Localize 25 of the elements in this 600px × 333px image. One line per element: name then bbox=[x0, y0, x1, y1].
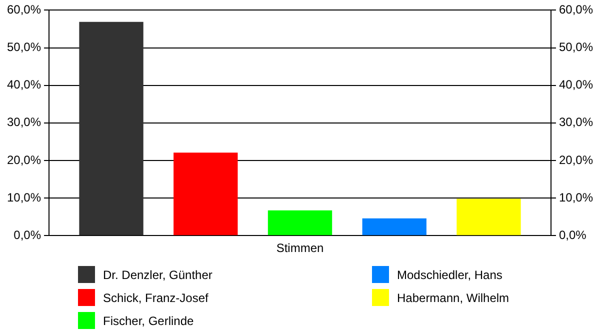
text: 40,0% bbox=[558, 78, 594, 92]
text: 0,0% bbox=[558, 228, 586, 242]
y-tick-label: 60,0% bbox=[6, 2, 42, 17]
legend-label: Schick, Franz-Josef bbox=[103, 290, 208, 304]
text: 60,0% bbox=[558, 2, 594, 17]
y-tick-label: 20,0% bbox=[6, 152, 42, 167]
bar bbox=[362, 218, 426, 236]
y-tick-label: 30,0% bbox=[6, 115, 42, 130]
bar bbox=[79, 22, 144, 236]
legend-label: Fischer, Gerlinde bbox=[103, 314, 194, 328]
bar bbox=[268, 210, 332, 236]
text: 10,0% bbox=[558, 190, 594, 204]
y-tick-label: 50,0% bbox=[6, 40, 42, 54]
y-tick-label: 40,0% bbox=[6, 78, 42, 92]
y-tick-label: 10,0% bbox=[6, 190, 42, 204]
legend-label: Habermann, Wilhelm bbox=[397, 290, 510, 304]
y-tick-label: 0,0% bbox=[14, 228, 42, 242]
bar bbox=[174, 152, 238, 236]
text: 50,0% bbox=[558, 40, 594, 54]
text: 30,0% bbox=[558, 115, 594, 130]
text: 20,0% bbox=[558, 152, 594, 167]
bar bbox=[456, 198, 521, 236]
legend-label: Dr. Denzler, Günther bbox=[103, 268, 212, 282]
legend-label: Modschiedler, Hans bbox=[397, 268, 502, 282]
x-tick-label: Stimmen bbox=[276, 241, 324, 256]
